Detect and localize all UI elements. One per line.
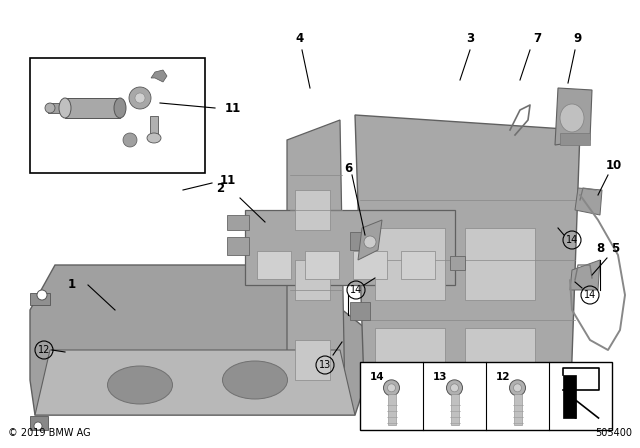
Polygon shape	[563, 375, 575, 418]
Bar	[257, 251, 291, 279]
Ellipse shape	[129, 87, 151, 109]
Bar	[513, 394, 522, 425]
Bar	[350, 302, 370, 320]
Bar	[30, 293, 50, 305]
Text: © 2019 BMW AG: © 2019 BMW AG	[8, 428, 91, 438]
Bar	[375, 228, 445, 300]
Polygon shape	[287, 120, 345, 405]
Text: 11: 11	[225, 102, 241, 115]
Bar	[451, 394, 458, 425]
Bar	[560, 133, 590, 145]
Polygon shape	[30, 265, 380, 415]
Bar	[360, 362, 612, 430]
Text: 7: 7	[533, 31, 541, 44]
Bar	[401, 251, 435, 279]
Ellipse shape	[513, 384, 522, 392]
Text: 11: 11	[220, 173, 236, 186]
Text: 14: 14	[566, 235, 578, 245]
Ellipse shape	[45, 103, 55, 113]
Bar	[387, 394, 396, 425]
Circle shape	[34, 422, 42, 430]
Text: 2: 2	[216, 181, 225, 194]
Text: 9: 9	[574, 31, 582, 44]
Text: 1: 1	[68, 279, 76, 292]
Ellipse shape	[114, 98, 126, 118]
Text: 8: 8	[596, 241, 604, 254]
Polygon shape	[355, 115, 580, 415]
Bar	[465, 328, 535, 400]
Text: 14: 14	[369, 372, 384, 382]
Polygon shape	[570, 260, 600, 290]
Ellipse shape	[509, 380, 525, 396]
Bar	[30, 416, 48, 430]
Ellipse shape	[560, 104, 584, 132]
Bar	[353, 251, 387, 279]
Ellipse shape	[59, 98, 71, 118]
Polygon shape	[151, 70, 167, 82]
Ellipse shape	[447, 380, 463, 396]
Text: 3: 3	[466, 31, 474, 44]
Text: 12: 12	[495, 372, 510, 382]
Polygon shape	[575, 188, 602, 215]
Bar	[48, 103, 63, 113]
Text: 12: 12	[38, 345, 50, 355]
Bar	[305, 251, 339, 279]
Polygon shape	[35, 350, 355, 415]
Text: 14: 14	[584, 290, 596, 300]
Ellipse shape	[123, 133, 137, 147]
Ellipse shape	[383, 380, 399, 396]
Ellipse shape	[108, 366, 173, 404]
Text: 6: 6	[344, 161, 352, 175]
Polygon shape	[358, 220, 382, 260]
Ellipse shape	[147, 133, 161, 143]
Ellipse shape	[451, 384, 458, 392]
Ellipse shape	[223, 361, 287, 399]
Circle shape	[364, 236, 376, 248]
Ellipse shape	[387, 384, 396, 392]
Bar	[450, 256, 465, 270]
Text: 13: 13	[433, 372, 447, 382]
Text: 10: 10	[606, 159, 622, 172]
Bar	[295, 260, 330, 300]
Bar	[295, 340, 330, 380]
Text: 4: 4	[296, 31, 304, 44]
Ellipse shape	[135, 93, 145, 103]
Text: 5: 5	[611, 241, 619, 254]
Bar	[350, 232, 370, 250]
Bar	[245, 210, 455, 285]
Bar	[375, 328, 445, 400]
Bar	[227, 215, 249, 230]
Polygon shape	[555, 88, 592, 145]
Text: 14: 14	[350, 285, 362, 295]
Bar	[30, 58, 205, 173]
Bar	[295, 190, 330, 230]
Bar	[465, 228, 535, 300]
Bar	[227, 237, 249, 255]
Bar	[65, 98, 120, 118]
Text: 505400: 505400	[595, 428, 632, 438]
Text: 13: 13	[319, 360, 331, 370]
Circle shape	[37, 290, 47, 300]
Bar	[150, 116, 158, 138]
